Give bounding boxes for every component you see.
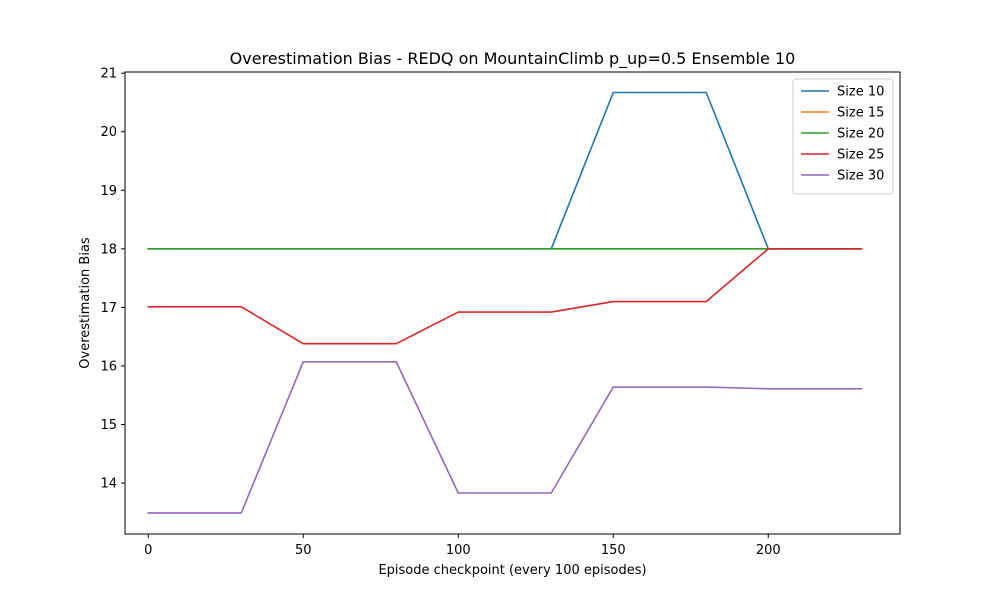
x-tick-label: 100 <box>446 543 471 558</box>
series-line-size-25 <box>147 248 863 345</box>
x-axis: 0 50 100 150 200 <box>144 534 781 558</box>
y-tick-label: 14 <box>100 477 117 492</box>
legend-label: Size 25 <box>837 148 884 163</box>
x-tick-label: 0 <box>144 543 152 558</box>
y-axis: 14 15 16 17 18 19 20 21 <box>100 67 125 492</box>
legend-label: Size 30 <box>837 169 884 184</box>
legend: Size 10 Size 15 Size 20 Size 25 Size 30 <box>792 78 894 195</box>
series-line-size-30 <box>147 361 863 514</box>
legend-label: Size 15 <box>837 106 884 121</box>
y-tick-label: 18 <box>100 242 117 257</box>
x-tick-label: 200 <box>756 543 781 558</box>
y-tick-label: 21 <box>100 67 117 82</box>
legend-label: Size 10 <box>837 85 884 100</box>
x-axis-label: Episode checkpoint (every 100 episodes) <box>378 563 646 578</box>
y-tick-label: 16 <box>100 359 117 374</box>
y-axis-label: Overestimation Bias <box>78 237 93 369</box>
y-tick-label: 15 <box>100 418 117 433</box>
plot-area <box>147 91 863 514</box>
legend-box <box>792 78 894 195</box>
x-tick-label: 50 <box>295 543 312 558</box>
chart-title: Overestimation Bias - REDQ on MountainCl… <box>230 49 796 69</box>
y-tick-label: 19 <box>100 184 117 199</box>
axes-frame <box>124 71 901 535</box>
x-tick-label: 150 <box>601 543 626 558</box>
y-tick-label: 20 <box>100 125 117 140</box>
y-tick-label: 17 <box>100 301 117 316</box>
legend-label: Size 20 <box>837 127 884 142</box>
